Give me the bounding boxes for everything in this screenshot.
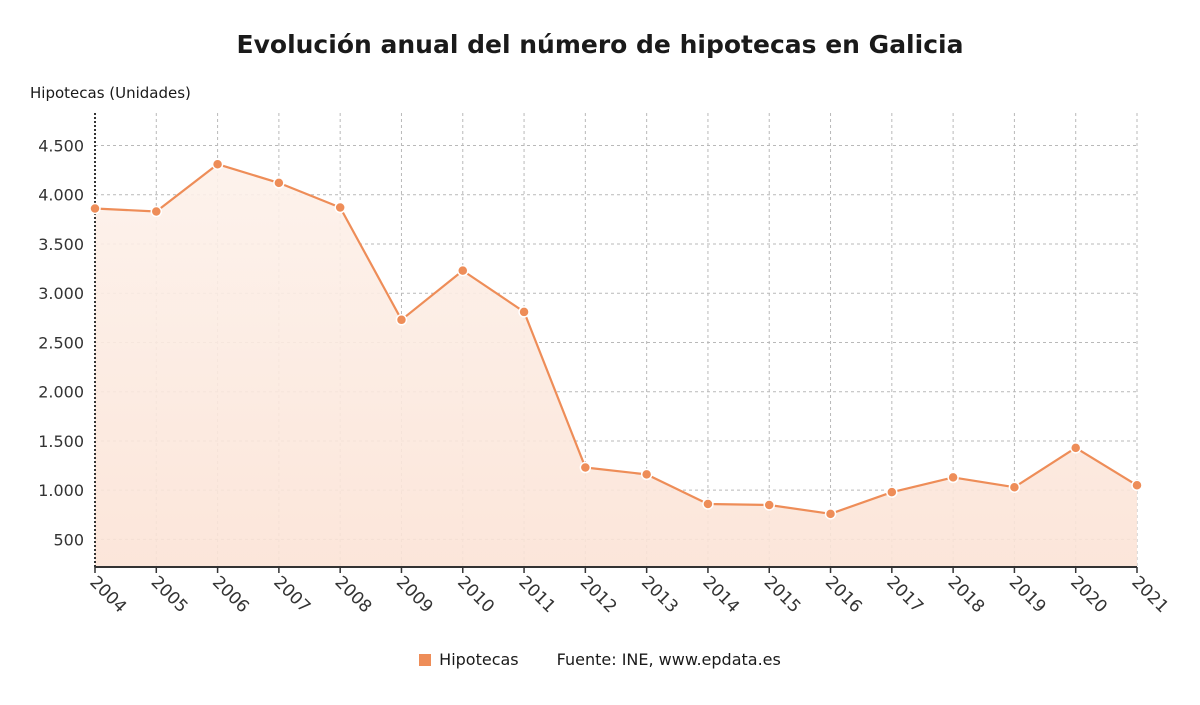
x-tick-label: 2011: [515, 572, 560, 617]
y-tick-label: 3.500: [38, 235, 84, 254]
y-tick-label: 1.000: [38, 481, 84, 500]
data-point: [824, 508, 837, 520]
x-tick-label: 2007: [269, 572, 314, 617]
data-point: [457, 264, 469, 277]
series-area: [95, 164, 1137, 567]
y-tick-label: 4.500: [38, 136, 84, 155]
x-tick-labels: 2004 2005 2006 2007 2008 2009 2010 2011 2012 2013…: [85, 572, 1172, 617]
data-point: [763, 499, 775, 511]
axes: [94, 113, 1138, 573]
x-tick-label: 2010: [453, 572, 498, 617]
data-point: [1131, 479, 1143, 492]
data-point: [947, 471, 959, 484]
x-tick-label: 2020: [1066, 572, 1111, 617]
y-tick-label: 3.000: [38, 284, 84, 303]
x-tick-label: 2005: [147, 572, 192, 617]
x-tick-label: 2018: [944, 572, 989, 617]
x-tick-label: 2004: [85, 572, 130, 617]
y-tick-labels: 500 1.000 1.500 2.000 2.500 3.000 3.500 4.000 4.…: [38, 136, 84, 549]
data-points: [89, 158, 1143, 520]
y-tick-label: 2.500: [38, 333, 84, 352]
source-note: Fuente: INE, www.epdata.es: [556, 650, 781, 669]
x-tick-label: 2014: [698, 572, 743, 617]
data-point: [518, 306, 530, 318]
legend-label: Hipotecas: [439, 650, 519, 669]
legend: Hipotecas Fuente: INE, www.epdata.es: [0, 650, 1200, 669]
data-point: [273, 177, 285, 189]
legend-swatch: [419, 653, 432, 666]
x-tick-label: 2013: [637, 572, 682, 617]
data-point: [334, 201, 346, 214]
x-tick-label: 2012: [576, 572, 621, 617]
x-tick-label: 2009: [392, 572, 437, 617]
x-tick-label: 2021: [1127, 572, 1172, 617]
data-point: [89, 202, 101, 215]
x-tick-label: 2006: [208, 572, 253, 617]
y-tick-label: 500: [53, 530, 84, 549]
chart-title: Evolución anual del número de hipotecas …: [236, 30, 964, 59]
x-tick-label: 2015: [760, 572, 805, 617]
y-tick-label: 2.000: [38, 383, 84, 402]
x-tick-label: 2019: [1005, 572, 1050, 617]
data-point: [579, 461, 592, 474]
data-point: [395, 314, 408, 326]
x-tick-label: 2017: [882, 572, 927, 617]
data-point: [1008, 481, 1021, 493]
y-tick-label: 4.000: [38, 186, 84, 205]
data-point: [886, 486, 898, 498]
data-point: [211, 158, 224, 170]
data-point: [640, 468, 653, 481]
data-point: [702, 498, 714, 510]
x-tick-label: 2008: [331, 572, 376, 617]
data-point: [1069, 442, 1082, 454]
data-point: [150, 205, 163, 218]
y-axis-label: Hipotecas (Unidades): [30, 84, 191, 102]
series-line: [94, 163, 1138, 515]
y-tick-label: 1.500: [38, 432, 84, 451]
x-tick-label: 2016: [821, 572, 866, 617]
